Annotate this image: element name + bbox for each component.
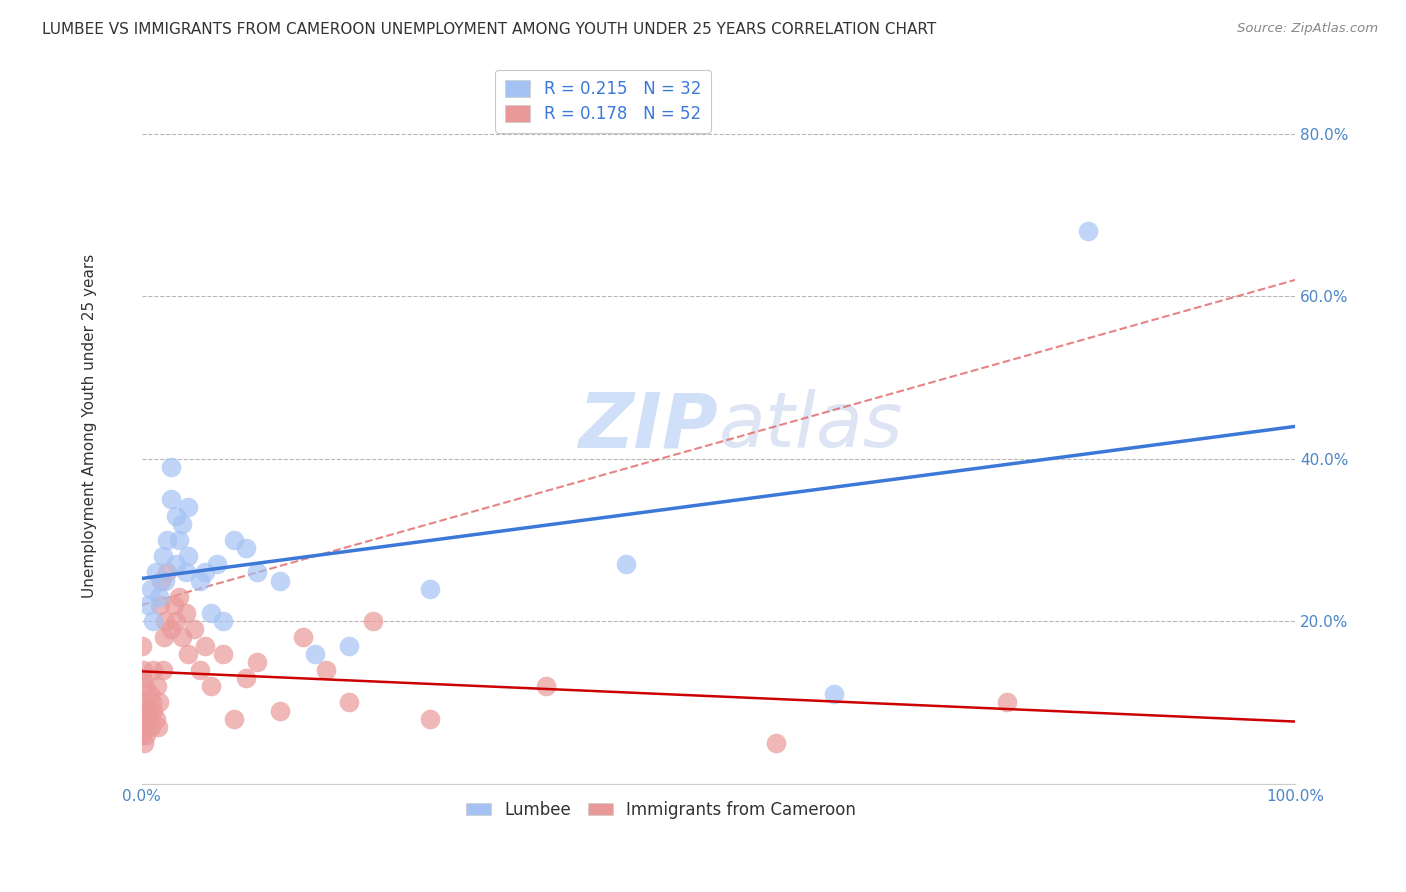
Point: [315, 663, 337, 677]
Point: [165, 614, 187, 628]
Point: [211, 614, 233, 628]
Point: [269, 704, 291, 718]
Point: [174, 566, 197, 580]
Point: [145, 712, 167, 726]
Point: [339, 639, 361, 653]
Legend: Lumbee, Immigrants from Cameroon: Lumbee, Immigrants from Cameroon: [460, 794, 863, 825]
Point: [134, 679, 156, 693]
Point: [165, 508, 187, 523]
Point: [134, 736, 156, 750]
Point: [419, 712, 441, 726]
Point: [235, 541, 257, 555]
Point: [131, 671, 153, 685]
Text: LUMBEE VS IMMIGRANTS FROM CAMEROON UNEMPLOYMENT AMONG YOUTH UNDER 25 YEARS CORRE: LUMBEE VS IMMIGRANTS FROM CAMEROON UNEMP…: [42, 22, 936, 37]
Point: [419, 582, 441, 596]
Point: [131, 728, 153, 742]
Point: [134, 704, 156, 718]
Point: [152, 663, 174, 677]
Point: [1077, 224, 1099, 238]
Point: [153, 614, 176, 628]
Point: [339, 696, 361, 710]
Point: [163, 598, 186, 612]
Point: [152, 549, 174, 564]
Text: ZIP: ZIP: [579, 389, 718, 463]
Point: [183, 623, 205, 637]
Point: [146, 679, 169, 693]
Point: [200, 679, 222, 693]
Point: [159, 492, 181, 507]
Point: [177, 549, 200, 564]
Point: [614, 558, 637, 572]
Point: [136, 704, 159, 718]
Point: [194, 639, 217, 653]
Point: [156, 533, 179, 547]
Point: [188, 574, 211, 588]
Text: atlas: atlas: [718, 389, 903, 463]
Point: [174, 606, 197, 620]
Point: [136, 598, 159, 612]
Point: [165, 558, 187, 572]
Point: [269, 574, 291, 588]
Point: [304, 647, 326, 661]
Point: [246, 655, 269, 669]
Point: [224, 712, 246, 726]
Point: [156, 566, 179, 580]
Point: [139, 582, 162, 596]
Point: [142, 663, 165, 677]
Point: [194, 566, 217, 580]
Point: [142, 704, 165, 718]
Point: [159, 623, 181, 637]
Point: [292, 631, 315, 645]
Point: [135, 728, 157, 742]
Point: [246, 566, 269, 580]
Point: [148, 590, 170, 604]
Point: [200, 606, 222, 620]
Text: Source: ZipAtlas.com: Source: ZipAtlas.com: [1237, 22, 1378, 36]
Point: [141, 696, 163, 710]
Point: [205, 558, 228, 572]
Point: [159, 459, 181, 474]
Point: [149, 598, 172, 612]
Point: [139, 720, 162, 734]
Point: [823, 687, 845, 701]
Point: [134, 720, 156, 734]
Point: [534, 679, 557, 693]
Point: [146, 720, 169, 734]
Point: [132, 712, 155, 726]
Point: [145, 566, 167, 580]
Point: [211, 647, 233, 661]
Point: [188, 663, 211, 677]
Point: [142, 614, 165, 628]
Point: [361, 614, 384, 628]
Point: [224, 533, 246, 547]
Point: [177, 500, 200, 515]
Point: [995, 696, 1018, 710]
Point: [131, 696, 153, 710]
Point: [172, 516, 194, 531]
Point: [167, 590, 190, 604]
Point: [132, 663, 155, 677]
Point: [235, 671, 257, 685]
Point: [152, 631, 174, 645]
Point: [765, 736, 787, 750]
Point: [131, 639, 153, 653]
Point: [177, 647, 200, 661]
Text: Unemployment Among Youth under 25 years: Unemployment Among Youth under 25 years: [83, 254, 97, 599]
Point: [153, 574, 176, 588]
Point: [148, 696, 170, 710]
Point: [150, 574, 173, 588]
Point: [138, 712, 160, 726]
Point: [167, 533, 190, 547]
Point: [139, 687, 162, 701]
Point: [172, 631, 194, 645]
